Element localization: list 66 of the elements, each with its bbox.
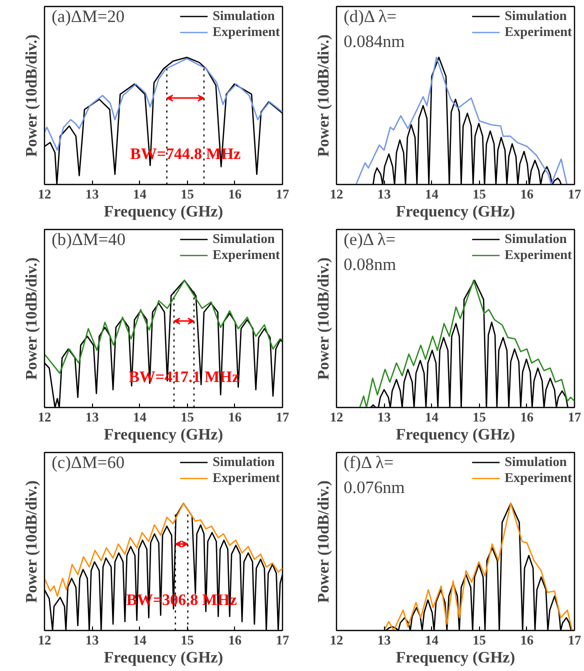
x-tick-label: 12 [38, 632, 52, 648]
x-tick-label: 15 [180, 186, 194, 202]
text: (d)Δ λ= 0.084nm [344, 7, 406, 51]
x-axis-title: Frequency (GHz) [396, 204, 516, 220]
x-axis-title: Frequency (GHz) [396, 426, 516, 444]
x-tick-label: 13 [377, 410, 392, 424]
x-tick-label: 12 [330, 632, 344, 648]
y-axis-title: Power (10dB/div.) [316, 257, 332, 380]
legend-label: Experiment [504, 24, 572, 40]
text: (a)ΔM=20 [52, 7, 125, 26]
x-axis-title: Frequency (GHz) [104, 204, 224, 220]
x-axis-title: Frequency (GHz) [396, 650, 516, 666]
legend-label: Simulation [212, 8, 275, 24]
x-tick-label: 15 [472, 410, 486, 424]
y-axis-title: Power (10dB/div.) [24, 257, 40, 380]
x-tick-label: 16 [520, 632, 534, 648]
text: (c)ΔM=60 [52, 453, 125, 472]
x-tick-label: 12 [38, 186, 52, 202]
x-tick-label: 15 [472, 632, 486, 648]
text: (f)Δ λ= 0.076nm [344, 453, 406, 497]
x-tick-label: 17 [568, 410, 582, 424]
x-tick-label: 16 [228, 410, 242, 424]
legend-label: Simulation [212, 454, 275, 470]
x-tick-label: 16 [228, 186, 242, 202]
legend-label: Simulation [504, 8, 567, 24]
legend-label: Simulation [212, 231, 275, 247]
x-tick-label: 12 [330, 410, 344, 424]
x-tick-label: 16 [228, 632, 242, 648]
x-tick-label: 13 [85, 632, 100, 648]
x-tick-label: 17 [568, 632, 582, 648]
y-axis-title: Power (10dB/div.) [316, 34, 332, 157]
x-tick-label: 14 [425, 632, 439, 648]
y-axis-title: Power (10dB/div.) [316, 480, 332, 603]
x-tick-label: 13 [85, 186, 100, 202]
legend-label: Simulation [504, 231, 567, 247]
x-tick-label: 14 [133, 186, 147, 202]
text: (e)Δ λ= 0.08nm [344, 230, 397, 274]
x-tick-label: 16 [520, 410, 534, 424]
x-axis-title: Frequency (GHz) [104, 650, 224, 666]
text: (b)ΔM=40 [52, 230, 126, 250]
x-tick-label: 17 [276, 186, 290, 202]
legend-label: Experiment [212, 470, 280, 486]
x-tick-label: 13 [377, 632, 392, 648]
x-tick-label: 14 [425, 186, 439, 202]
x-tick-label: 16 [520, 186, 534, 202]
x-tick-label: 14 [133, 632, 147, 648]
x-tick-label: 17 [276, 632, 290, 648]
x-tick-label: 17 [276, 410, 290, 424]
x-tick-label: 13 [377, 186, 392, 202]
x-axis-title: Frequency (GHz) [104, 426, 224, 444]
legend-label: Simulation [504, 454, 567, 470]
x-tick-label: 14 [133, 410, 147, 424]
legend-label: Experiment [212, 24, 280, 40]
legend-label: Experiment [212, 247, 280, 263]
x-tick-label: 15 [180, 410, 194, 424]
legend-label: Experiment [504, 247, 572, 263]
x-tick-label: 15 [180, 632, 194, 648]
legend-label: Experiment [504, 470, 572, 486]
x-tick-label: 14 [425, 410, 439, 424]
x-tick-label: 15 [472, 186, 486, 202]
x-tick-label: 12 [330, 186, 344, 202]
y-axis-title: Power (10dB/div.) [24, 480, 40, 603]
x-tick-label: 17 [568, 186, 582, 202]
x-tick-label: 13 [85, 410, 100, 424]
y-axis-title: Power (10dB/div.) [24, 34, 40, 157]
x-tick-label: 12 [38, 410, 52, 424]
